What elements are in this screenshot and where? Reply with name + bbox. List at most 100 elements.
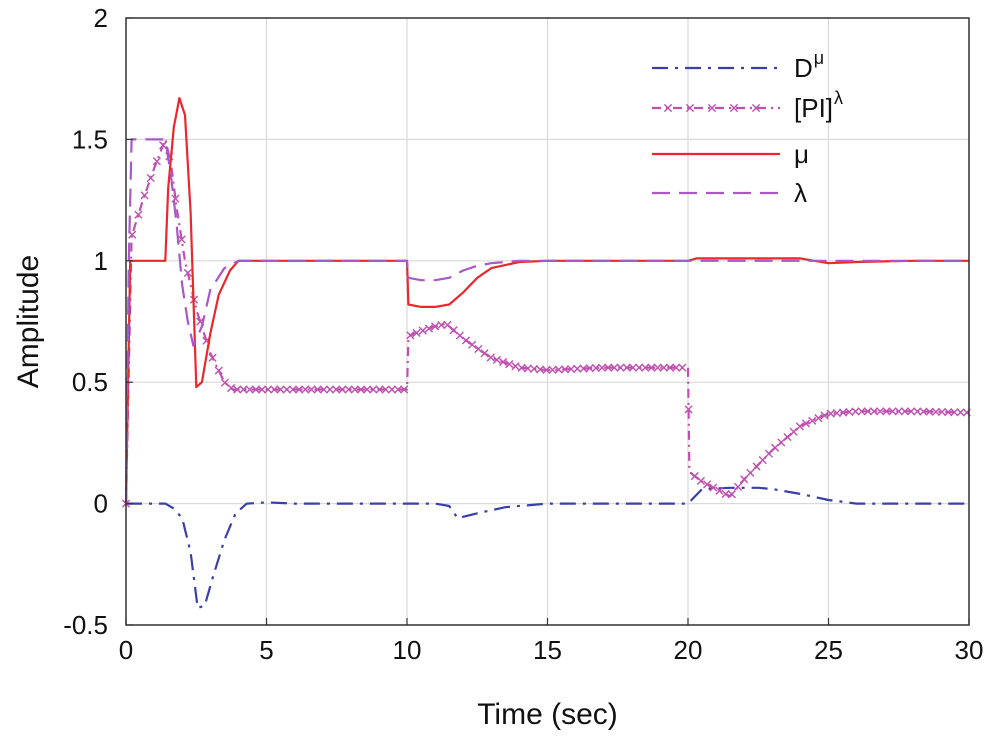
series-marker (672, 363, 681, 372)
series-marker (950, 408, 959, 417)
series-marker (585, 364, 594, 373)
series-marker (597, 363, 607, 372)
series-marker (214, 366, 223, 375)
series-marker (604, 363, 613, 372)
series-marker (659, 363, 668, 372)
series-marker (913, 407, 922, 416)
series-marker (956, 408, 965, 417)
series-marker (542, 365, 551, 375)
series-marker (332, 385, 341, 394)
series-marker (363, 385, 372, 394)
series-layer (121, 96, 971, 610)
series-marker (455, 331, 464, 340)
series-marker (900, 407, 910, 416)
series-marker (758, 455, 767, 465)
series-marker (251, 385, 260, 394)
series-marker (431, 322, 440, 331)
series-marker (437, 320, 446, 330)
series-marker (764, 449, 774, 458)
series-marker (690, 472, 699, 481)
series-marker (400, 385, 409, 394)
series-marker (325, 385, 335, 394)
legend-marker (707, 103, 717, 113)
series-marker (628, 363, 638, 372)
x-tick-label: 5 (259, 635, 273, 665)
series-1 (121, 138, 971, 508)
series-marker (406, 331, 415, 340)
series-marker (276, 385, 285, 394)
series-marker (375, 385, 384, 394)
series-marker (239, 385, 248, 394)
series-marker (579, 364, 588, 373)
series-line (126, 486, 969, 610)
series-marker (288, 385, 298, 394)
series-marker (486, 353, 495, 362)
legend-label: [PI] (794, 93, 833, 123)
series-marker (795, 422, 804, 431)
series-marker (499, 357, 508, 367)
legend-marker (751, 103, 761, 113)
y-tick-label: 0.5 (72, 367, 108, 397)
legend-marker (663, 103, 673, 113)
series-marker (554, 365, 563, 374)
series-marker (140, 191, 149, 200)
legend-superscript: λ (834, 88, 843, 108)
y-tick-label: 1 (94, 246, 108, 276)
series-marker (573, 364, 582, 373)
series-marker (876, 407, 885, 416)
series-marker (894, 407, 903, 416)
series-marker (548, 365, 557, 374)
series-marker (740, 475, 749, 484)
series-marker (647, 363, 656, 372)
series-marker (560, 365, 570, 374)
series-marker (356, 385, 366, 394)
series-marker (820, 411, 829, 420)
series-marker (369, 385, 378, 394)
series-marker (313, 385, 322, 394)
series-marker (393, 385, 403, 394)
series-marker (183, 268, 192, 278)
series-marker (635, 363, 644, 372)
series-marker (338, 385, 347, 394)
y-tick-label: 2 (94, 3, 108, 33)
series-marker (665, 363, 675, 372)
series-marker (727, 490, 736, 499)
y-tick-label: -0.5 (63, 610, 108, 640)
series-marker (152, 157, 162, 166)
series-marker (344, 385, 353, 394)
series-marker (282, 385, 291, 394)
legend-marker (685, 103, 695, 113)
series-marker (511, 362, 520, 371)
legend-superscript: μ (814, 48, 824, 68)
series-marker (721, 489, 730, 499)
legend-label: μ (794, 139, 809, 169)
series-marker (505, 360, 514, 369)
series-marker (653, 363, 662, 372)
legend-label: λ (794, 178, 807, 208)
series-marker (944, 408, 953, 417)
legend-marker (729, 103, 739, 113)
y-tick-label: 1.5 (72, 124, 108, 154)
series-marker (480, 349, 489, 358)
x-tick-label: 30 (955, 635, 984, 665)
series-marker (931, 407, 940, 416)
series-marker (851, 407, 860, 416)
series-marker (907, 407, 916, 416)
series-marker (882, 407, 891, 416)
x-tick-label: 20 (674, 635, 703, 665)
series-marker (919, 407, 928, 416)
series-marker (424, 324, 434, 333)
series-marker (814, 414, 823, 423)
series-marker (925, 407, 934, 416)
series-marker (888, 407, 897, 416)
series-marker (492, 355, 502, 364)
series-marker (641, 363, 650, 372)
x-tick-label: 25 (814, 635, 843, 665)
tick-labels: 0 5 10 15 20 25 30 -0.5 0 0.5 1 1.5 2 (63, 3, 983, 665)
series-marker (350, 385, 359, 394)
y-tick-label: 0 (94, 489, 108, 519)
series-marker (857, 407, 866, 416)
